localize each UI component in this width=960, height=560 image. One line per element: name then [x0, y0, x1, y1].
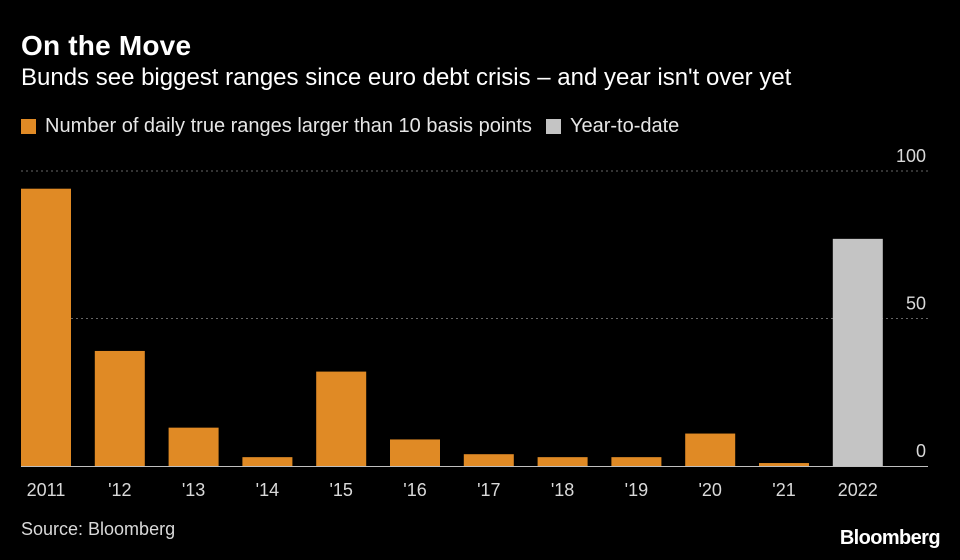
bloomberg-logo: Bloomberg [839, 527, 941, 549]
bar-daily-ranges-3 [242, 457, 293, 466]
y-tick-label-0: 0 [916, 441, 926, 461]
x-tick-label-0: 2011 [27, 480, 66, 500]
source-note: Source: Bloomberg [21, 519, 176, 539]
x-tick-label-6: '17 [477, 480, 500, 500]
legend-swatch-year-to-date [545, 118, 561, 134]
x-tick-label-8: '19 [625, 480, 648, 500]
x-tick-label-4: '15 [329, 480, 352, 500]
x-tick-label-1: '12 [108, 480, 131, 500]
chart-subtitle: Bunds see biggest ranges since euro debt… [21, 64, 792, 91]
x-tick-label-2: '13 [182, 480, 205, 500]
x-tick-label-5: '16 [403, 480, 426, 500]
y-tick-label-100: 100 [896, 146, 926, 166]
bar-daily-ranges-10 [759, 463, 809, 466]
bar-daily-ranges-8 [611, 457, 662, 466]
legend-item-year-to-date: Year-to-date [545, 114, 680, 138]
x-tick-label-9: '20 [698, 480, 721, 500]
bar-daily-ranges-7 [537, 457, 588, 466]
x-tick-label-10: '21 [772, 480, 795, 500]
bar-daily-ranges-5 [390, 439, 440, 466]
bar-daily-ranges-1 [94, 350, 145, 466]
bar-daily-ranges-0 [21, 188, 71, 466]
chart-title: On the Move [21, 30, 192, 61]
legend-label-daily-ranges: Number of daily true ranges larger than … [45, 114, 532, 137]
chart-legend: Number of daily true ranges larger than … [21, 114, 693, 138]
bar-daily-ranges-9 [685, 433, 736, 466]
x-tick-label-7: '18 [551, 480, 574, 500]
bar-daily-ranges-2 [168, 427, 219, 466]
legend-swatch-daily-ranges [21, 118, 36, 134]
y-tick-label-50: 50 [906, 294, 926, 314]
x-tick-label-11: 2022 [838, 480, 878, 500]
x-tick-label-3: '14 [256, 480, 279, 500]
bar-year-to-date-11 [832, 238, 883, 466]
bar-daily-ranges-4 [316, 371, 367, 466]
legend-item-daily-ranges: Number of daily true ranges larger than … [21, 115, 532, 138]
bar-daily-ranges-6 [463, 454, 514, 466]
legend-label-year-to-date: Year-to-date [569, 114, 680, 137]
